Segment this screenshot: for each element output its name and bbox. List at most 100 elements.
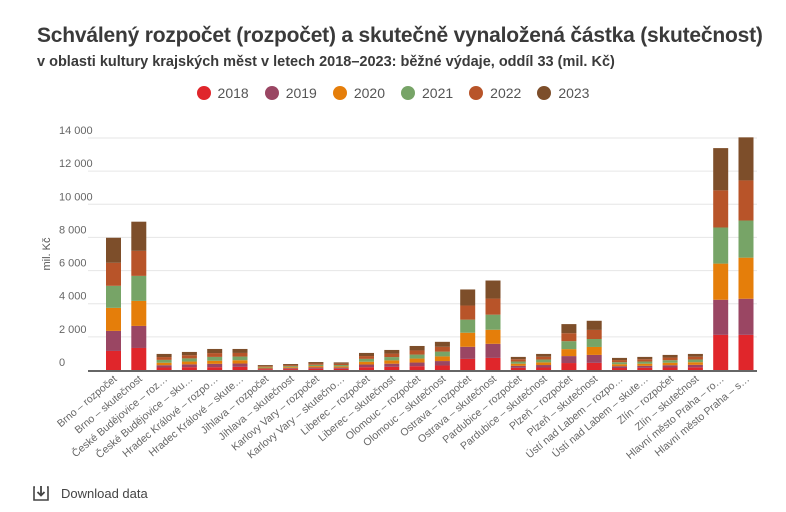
bar-segment-2021[interactable] [561, 341, 577, 350]
bar-segment-2022[interactable] [536, 356, 552, 360]
bar-segment-2019[interactable] [687, 364, 703, 368]
bar-segment-2023[interactable] [434, 341, 450, 347]
bar-segment-2023[interactable] [181, 351, 197, 356]
bar-segment-2019[interactable] [207, 363, 223, 368]
bar-segment-2018[interactable] [586, 362, 602, 370]
bar-segment-2021[interactable] [384, 357, 400, 361]
bar-segment-2021[interactable] [713, 227, 729, 264]
bar-segment-2018[interactable] [713, 334, 729, 370]
bar-segment-2023[interactable] [485, 280, 501, 299]
bar-segment-2021[interactable] [359, 358, 374, 362]
bar-segment-2020[interactable] [207, 360, 223, 364]
bar-segment-2021[interactable] [308, 364, 324, 367]
bar-segment-2019[interactable] [283, 368, 299, 370]
bar-segment-2021[interactable] [106, 285, 121, 308]
bar-segment-2022[interactable] [283, 365, 299, 367]
bar-segment-2018[interactable] [409, 366, 425, 370]
bar-segment-2023[interactable] [207, 348, 223, 354]
bar-segment-2020[interactable] [612, 364, 627, 367]
bar-segment-2020[interactable] [257, 367, 273, 369]
bar-segment-2022[interactable] [232, 352, 248, 357]
bar-segment-2022[interactable] [561, 333, 577, 342]
bar-segment-2019[interactable] [586, 354, 602, 363]
bar-segment-2021[interactable] [232, 356, 248, 361]
bar-segment-2018[interactable] [536, 367, 552, 370]
bar-segment-2023[interactable] [409, 345, 425, 351]
bar-segment-2023[interactable] [156, 353, 172, 358]
bar-segment-2022[interactable] [713, 190, 729, 228]
bar-segment-2020[interactable] [637, 363, 653, 366]
bar-segment-2018[interactable] [156, 367, 172, 370]
bar-segment-2019[interactable] [510, 365, 526, 368]
bar-segment-2018[interactable] [460, 358, 476, 370]
bar-segment-2023[interactable] [713, 148, 729, 191]
bar-segment-2021[interactable] [612, 362, 627, 365]
bar-segment-2020[interactable] [232, 360, 248, 364]
bar-segment-2018[interactable] [687, 367, 703, 370]
bar-segment-2021[interactable] [637, 361, 653, 364]
bar-segment-2018[interactable] [485, 357, 501, 370]
legend-item-2023[interactable]: 2023 [537, 85, 589, 101]
bar-segment-2021[interactable] [283, 366, 299, 368]
bar-segment-2022[interactable] [257, 365, 273, 367]
bar-segment-2022[interactable] [333, 363, 349, 366]
bar-segment-2020[interactable] [586, 346, 602, 355]
bar-segment-2022[interactable] [612, 360, 627, 363]
bar-segment-2020[interactable] [460, 332, 476, 347]
bar-segment-2022[interactable] [586, 329, 602, 340]
bar-segment-2023[interactable] [384, 349, 400, 354]
bar-segment-2021[interactable] [485, 314, 501, 330]
bar-segment-2018[interactable] [612, 368, 627, 370]
bar-segment-2020[interactable] [181, 361, 197, 365]
bar-segment-2018[interactable] [510, 367, 526, 370]
bar-segment-2023[interactable] [687, 353, 703, 357]
bar-segment-2021[interactable] [738, 220, 754, 258]
bar-segment-2023[interactable] [333, 362, 349, 364]
bar-segment-2019[interactable] [181, 364, 197, 368]
bar-segment-2020[interactable] [333, 366, 349, 368]
bar-segment-2018[interactable] [106, 350, 121, 370]
bar-segment-2020[interactable] [536, 362, 552, 366]
bar-segment-2019[interactable] [485, 343, 501, 358]
bar-segment-2023[interactable] [257, 365, 273, 366]
bar-segment-2022[interactable] [131, 250, 147, 276]
bar-segment-2023[interactable] [561, 324, 577, 334]
bar-segment-2020[interactable] [409, 358, 425, 363]
bar-segment-2023[interactable] [738, 137, 754, 181]
bar-segment-2021[interactable] [409, 354, 425, 359]
bar-segment-2020[interactable] [156, 362, 172, 366]
bar-segment-2019[interactable] [409, 362, 425, 367]
bar-segment-2021[interactable] [536, 359, 552, 363]
bar-segment-2018[interactable] [738, 334, 754, 370]
legend-item-2021[interactable]: 2021 [401, 85, 453, 101]
bar-segment-2019[interactable] [384, 363, 400, 367]
bar-segment-2020[interactable] [485, 329, 501, 344]
bar-segment-2023[interactable] [232, 348, 248, 353]
bar-segment-2022[interactable] [207, 353, 223, 357]
bar-segment-2019[interactable] [131, 325, 147, 348]
bar-segment-2023[interactable] [460, 289, 476, 306]
bar-segment-2022[interactable] [308, 363, 324, 365]
bar-segment-2023[interactable] [612, 357, 627, 361]
bar-segment-2018[interactable] [232, 366, 248, 370]
bar-segment-2022[interactable] [434, 346, 450, 352]
bar-segment-2023[interactable] [637, 356, 653, 360]
bar-segment-2018[interactable] [359, 367, 374, 370]
bar-segment-2022[interactable] [384, 353, 400, 358]
bar-segment-2020[interactable] [510, 363, 526, 366]
bar-segment-2021[interactable] [181, 358, 197, 362]
bar-segment-2020[interactable] [283, 367, 299, 369]
bar-segment-2020[interactable] [713, 263, 729, 300]
bar-segment-2020[interactable] [131, 300, 147, 326]
bar-segment-2019[interactable] [232, 363, 248, 367]
bar-segment-2020[interactable] [434, 356, 450, 362]
bar-segment-2018[interactable] [662, 367, 678, 370]
bar-segment-2019[interactable] [333, 367, 349, 369]
bar-segment-2018[interactable] [308, 368, 324, 370]
bar-segment-2023[interactable] [536, 353, 552, 357]
bar-segment-2020[interactable] [106, 307, 121, 331]
legend-item-2019[interactable]: 2019 [264, 85, 317, 101]
bar-segment-2020[interactable] [561, 349, 577, 357]
bar-segment-2018[interactable] [637, 367, 653, 370]
bar-segment-2020[interactable] [738, 257, 754, 299]
